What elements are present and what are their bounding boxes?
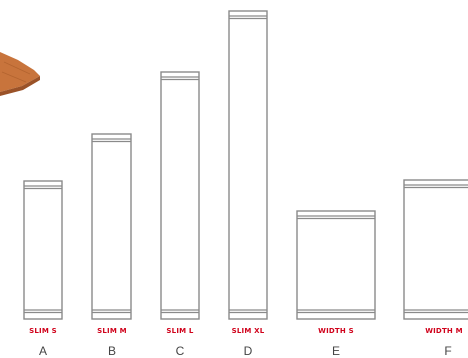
- size-label-width-m: WIDTH M: [425, 327, 463, 335]
- size-label-slim-m: SLIM M: [97, 327, 127, 335]
- panel-outline-width-m: [403, 179, 468, 320]
- size-label-slim-s: SLIM S: [29, 327, 57, 335]
- panel-outline-width-s: [296, 210, 376, 320]
- variant-letter-a: A: [38, 344, 48, 358]
- size-label-slim-l: SLIM L: [166, 327, 194, 335]
- wood-board-corner: [0, 52, 40, 96]
- variant-letter-f: F: [444, 344, 452, 358]
- variant-letter-c: C: [175, 344, 185, 358]
- panel-outline-slim-l: [160, 71, 200, 320]
- variant-letter-e: E: [331, 344, 341, 358]
- variant-letter-b: B: [107, 344, 117, 358]
- panel-outline-slim-m: [91, 133, 132, 320]
- panel-outline-slim-xl: [228, 10, 268, 320]
- variant-letter-d: D: [243, 344, 253, 358]
- size-label-slim-xl: SLIM XL: [231, 327, 265, 335]
- size-label-width-s: WIDTH S: [318, 327, 354, 335]
- panel-outline-slim-s: [23, 180, 63, 320]
